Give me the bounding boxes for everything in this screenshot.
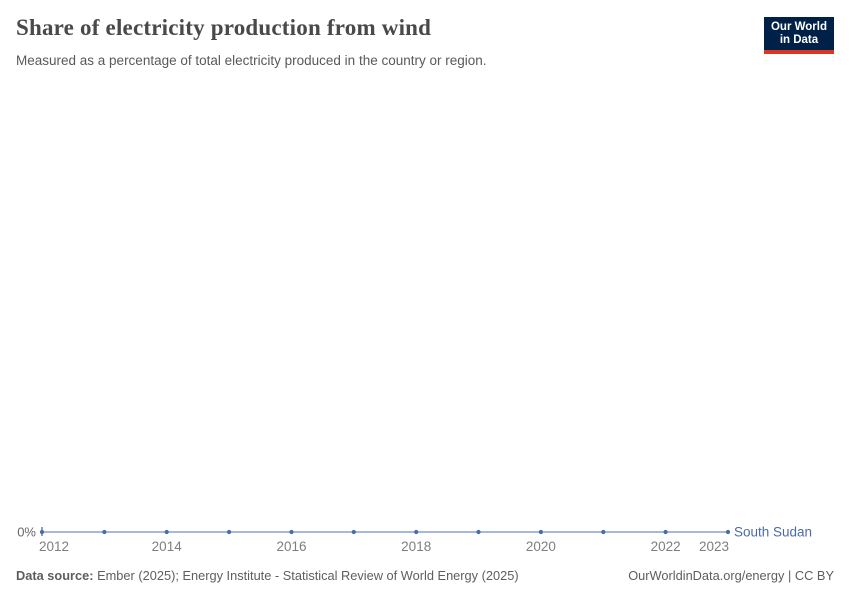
data-point[interactable] [351,529,356,535]
owid-logo[interactable]: Our World in Data [763,17,834,54]
data-source-label: Data source: [16,568,94,583]
owid-logo-line2: in Data [779,34,819,46]
data-source-value: Ember (2025); Energy Institute - Statist… [97,568,519,583]
footer-credit-link[interactable]: OurWorldinData.org/energy | CC BY [628,568,834,583]
x-axis-tick-label: 2016 [276,539,306,554]
data-point[interactable] [725,529,731,535]
data-point[interactable] [476,529,481,535]
x-axis-tick-label: 2020 [526,539,556,554]
data-point[interactable] [289,529,294,535]
page-title: Share of electricity production from win… [16,15,432,40]
series-label[interactable]: South Sudan [734,525,812,540]
data-point[interactable] [663,529,668,535]
x-axis-tick-label: 2023 [699,539,729,554]
line-chart-canvas[interactable]: 0% South Sudan 2012 2014 2016 2018 2020 2022 202… [0,80,850,560]
page-subtitle: Measured as a percentage of total electr… [16,53,487,68]
data-point[interactable] [414,529,419,535]
line-chart[interactable]: 0% South Sudan 2012 2014 2016 2018 2020 2022 202… [0,80,850,560]
data-point[interactable] [227,529,232,535]
x-axis-tick-label: 2018 [401,539,431,554]
y-axis-tick-label: 0% [17,525,36,540]
x-axis-tick-label: 2014 [152,539,183,554]
data-point[interactable] [538,529,544,535]
x-axis-tick-label: 2022 [651,539,681,554]
data-point[interactable] [39,529,45,535]
data-point[interactable] [164,529,169,535]
data-source: Data source: Ember (2025); Energy Instit… [16,568,519,584]
owid-logo-line1: Our World [770,21,827,33]
data-point[interactable] [601,529,606,535]
data-point[interactable] [102,529,107,535]
x-axis-tick-label: 2012 [39,539,69,554]
